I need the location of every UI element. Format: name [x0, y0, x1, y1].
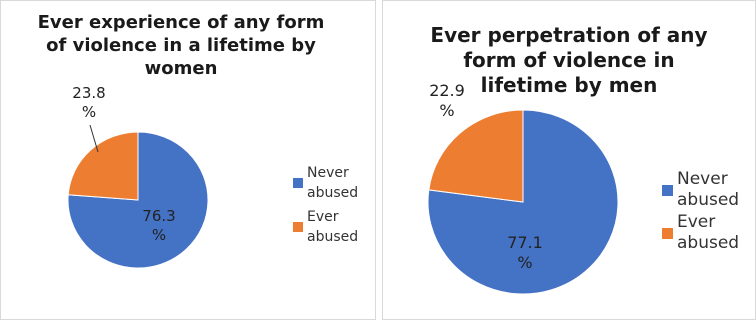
pie-chart-women: 76.3 % 23.8%	[67, 84, 209, 269]
legend-swatch-never-abused	[662, 185, 673, 196]
pie-slice-ever-abused	[428, 109, 524, 203]
legend-label-never-abused: Never abused	[677, 169, 740, 210]
data-label-ever-abused: 22.9%	[429, 81, 465, 120]
chart-title: Ever perpetration of any form of violenc…	[430, 23, 708, 97]
legend-item-never-abused: Never abused	[293, 163, 358, 203]
legend-item-ever-abused: Ever abused	[662, 212, 739, 254]
legend-label-ever-abused: Ever abused	[307, 209, 359, 245]
data-label-ever-abused: 23.8%	[72, 84, 105, 121]
chart-title: Ever experience of any form of violence …	[37, 12, 325, 79]
chart-legend: Never abused Ever abused	[662, 169, 739, 254]
legend-swatch-ever-abused	[293, 222, 303, 232]
legend-label-never-abused: Never abused	[307, 165, 359, 201]
data-label-never-abused: 77.1%	[507, 233, 543, 272]
leader-line	[89, 124, 99, 153]
legend-item-never-abused: Never abused	[662, 169, 739, 211]
legend-label-ever-abused: Ever abused	[677, 212, 740, 253]
chart-panel-men: Ever perpetration of any form of violenc…	[382, 0, 756, 320]
chart-panel-women: Ever experience of any form of violence …	[0, 0, 376, 320]
pie-slice-ever-abused	[67, 131, 139, 201]
pie-chart-men: 77.1 % 22.9%	[427, 81, 619, 295]
chart-legend: Never abused Ever abused	[293, 163, 358, 247]
legend-item-ever-abused: Ever abused	[293, 207, 358, 247]
data-label-never-abused: 76.3%	[142, 207, 175, 244]
legend-swatch-never-abused	[293, 178, 303, 188]
legend-swatch-ever-abused	[662, 228, 673, 239]
